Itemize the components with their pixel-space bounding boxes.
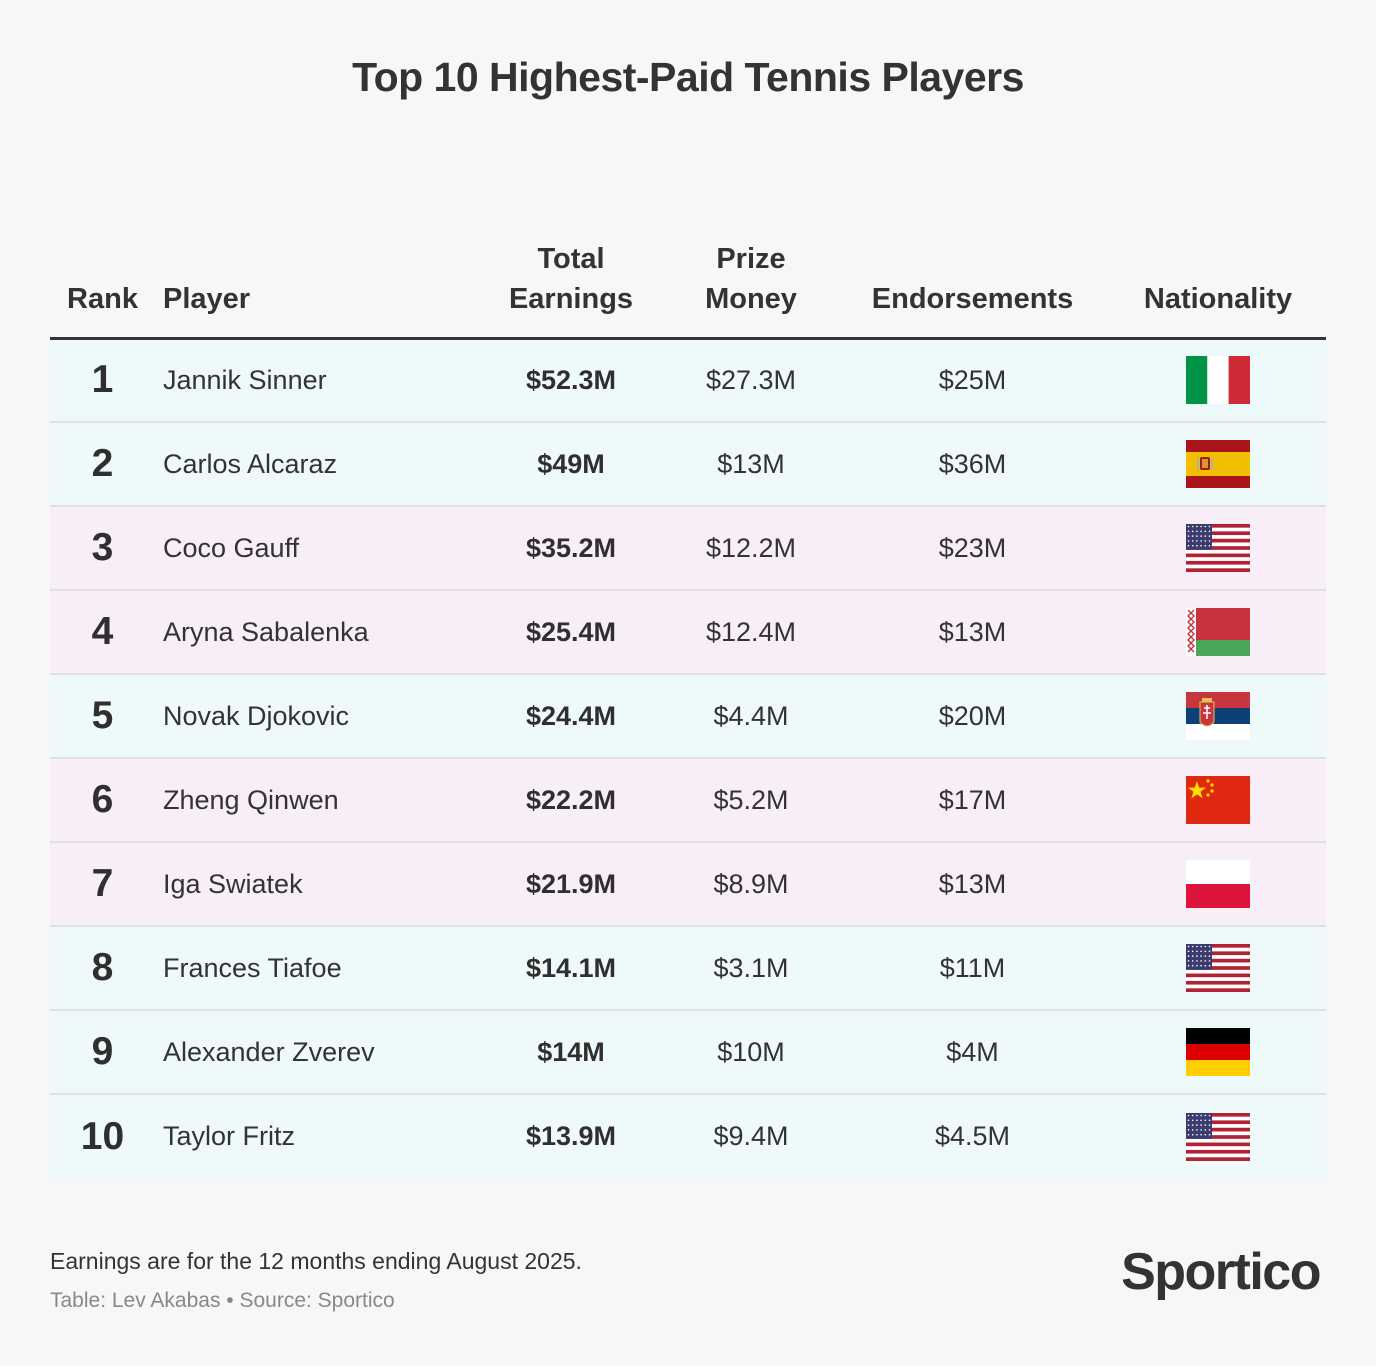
header-row: Rank Player Total Earnings Prize Money E…	[50, 238, 1326, 340]
earnings-table: Rank Player Total Earnings Prize Money E…	[50, 238, 1326, 1178]
italy-flag-icon	[1186, 356, 1250, 405]
rank-cell: 5	[50, 674, 155, 759]
player-name-cell: Zheng Qinwen	[155, 758, 475, 843]
table-row: 2 Carlos Alcaraz $49M $13M $36M	[50, 422, 1326, 507]
player-name-cell: Aryna Sabalenka	[155, 590, 475, 675]
rank-cell: 8	[50, 926, 155, 1011]
nationality-cell	[1110, 506, 1326, 591]
table-row: 7 Iga Swiatek $21.9M $8.9M $13M	[50, 842, 1326, 927]
nationality-cell	[1110, 422, 1326, 507]
total-earnings-cell: $21.9M	[475, 842, 667, 927]
player-name-cell: Frances Tiafoe	[155, 926, 475, 1011]
nationality-cell	[1110, 926, 1326, 1011]
prize-money-cell: $3.1M	[667, 926, 835, 1011]
germany-flag-icon	[1186, 1028, 1250, 1076]
table-row: 4 Aryna Sabalenka $25.4M $12.4M $13M	[50, 590, 1326, 675]
endorsements-cell: $17M	[835, 758, 1110, 843]
player-name-cell: Taylor Fritz	[163, 1121, 296, 1151]
rank-cell: 9	[50, 1010, 155, 1095]
header-line: Money	[705, 282, 797, 315]
endorsements-cell: $4M	[835, 1010, 1110, 1095]
nationality-cell	[1110, 590, 1326, 675]
total-earnings-cell: $14M	[475, 1010, 667, 1095]
column-header-player: Player	[155, 238, 475, 340]
prize-money-cell: $8.9M	[667, 842, 835, 927]
serbia-flag-icon	[1186, 692, 1250, 740]
rank-cell: 3	[50, 506, 155, 591]
total-earnings-cell: $25.4M	[475, 590, 667, 675]
table-row: 9 Alexander Zverev $14M $10M $4M	[50, 1010, 1326, 1095]
poland-flag-icon	[1186, 860, 1250, 908]
rank-cell: 2	[50, 422, 155, 507]
column-header-endorsements: Endorsements	[835, 238, 1110, 340]
nationality-cell	[1110, 1094, 1326, 1178]
prize-money-cell: $12.4M	[667, 590, 835, 675]
rank-cell: 10	[80, 1114, 125, 1158]
player-name-cell: Coco Gauff	[155, 506, 475, 591]
prize-money-cell: $9.4M	[713, 1121, 789, 1151]
sportico-logo: Sportico	[1121, 1243, 1321, 1301]
player-name-cell: Alexander Zverev	[155, 1010, 475, 1095]
column-header-prize-money: Prize Money	[667, 238, 835, 340]
source-credit: Table: Lev Akabas • Source: Sportico	[50, 1289, 395, 1312]
prize-money-cell: $13M	[667, 422, 835, 507]
total-earnings-cell: $52.3M	[475, 338, 667, 423]
nationality-cell	[1110, 674, 1326, 759]
player-name-cell: Carlos Alcaraz	[155, 422, 475, 507]
header-line: Prize	[716, 242, 786, 275]
rank-cell: 4	[50, 590, 155, 675]
table-row: 8 Frances Tiafoe $14.1M $3.1M $11M	[50, 926, 1326, 1011]
header-line: Earnings	[508, 282, 634, 315]
table-row: 6 Zheng Qinwen $22.2M $5.2M $17M	[50, 758, 1326, 843]
rank-cell: 6	[50, 758, 155, 843]
column-header-nationality: Nationality	[1110, 238, 1326, 340]
prize-money-cell: $27.3M	[667, 338, 835, 423]
table-row: 1 Jannik Sinner $52.3M $27.3M $25M	[50, 338, 1326, 423]
endorsements-cell: $13M	[835, 842, 1110, 927]
rank-cell: 1	[50, 338, 155, 423]
player-name-cell: Novak Djokovic	[155, 674, 475, 759]
table-row: 10 Taylor Fritz $13.9M $9.4M $4.5M	[50, 1094, 1326, 1178]
nationality-cell	[1110, 338, 1326, 423]
usa-flag-icon	[1186, 944, 1250, 992]
nationality-cell	[1110, 842, 1326, 927]
rank-cell: 7	[50, 842, 155, 927]
header-line: Total	[537, 242, 605, 275]
belarus-flag-icon	[1186, 608, 1250, 656]
endorsements-cell: $13M	[835, 590, 1110, 675]
spain-flag-icon	[1186, 440, 1250, 488]
endorsements-cell: $4.5M	[934, 1121, 1011, 1151]
total-earnings-cell: $13.9M	[525, 1121, 617, 1151]
prize-money-cell: $5.2M	[667, 758, 835, 843]
total-earnings-cell: $49M	[475, 422, 667, 507]
nationality-cell	[1110, 1010, 1326, 1095]
player-name-cell: Jannik Sinner	[155, 338, 475, 423]
total-earnings-cell: $22.2M	[475, 758, 667, 843]
column-header-total-earnings: Total Earnings	[475, 238, 667, 340]
endorsements-cell: $36M	[835, 422, 1110, 507]
prize-money-cell: $4.4M	[667, 674, 835, 759]
china-flag-icon	[1186, 776, 1250, 824]
prize-money-cell: $10M	[667, 1010, 835, 1095]
table-row: 3 Coco Gauff $35.2M $12.2M $23M	[50, 506, 1326, 591]
prize-money-cell: $12.2M	[667, 506, 835, 591]
table-body: 1 Jannik Sinner $52.3M $27.3M $25M 2 Carlos Al…	[50, 338, 1326, 1178]
endorsements-cell: $20M	[835, 674, 1110, 759]
total-earnings-cell: $14.1M	[475, 926, 667, 1011]
endorsements-cell: $11M	[835, 926, 1110, 1011]
endorsements-cell: $25M	[835, 338, 1110, 423]
total-earnings-cell: $35.2M	[475, 506, 667, 591]
column-header-rank: Rank	[50, 238, 155, 340]
usa-flag-icon	[1186, 524, 1250, 572]
table-row: 5 Novak Djokovic $24.4M $4.4M $20M	[50, 674, 1326, 759]
player-name-cell: Iga Swiatek	[155, 842, 475, 927]
chart-title: Top 10 Highest-Paid Tennis Players	[352, 54, 1024, 100]
nationality-cell	[1110, 758, 1326, 843]
usa-flag-icon	[1186, 1112, 1250, 1161]
endorsements-cell: $23M	[835, 506, 1110, 591]
footnote: Earnings are for the 12 months ending Au…	[50, 1248, 582, 1274]
total-earnings-cell: $24.4M	[475, 674, 667, 759]
